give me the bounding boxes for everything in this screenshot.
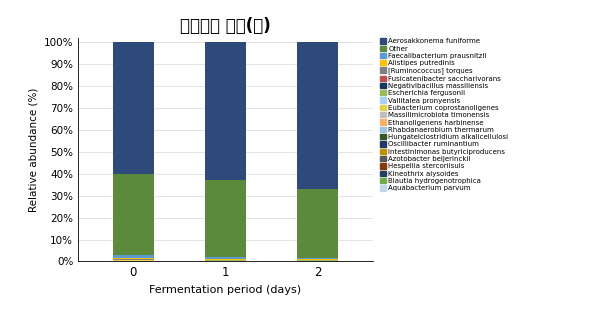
Bar [205,259,246,260]
Bar [297,42,338,189]
Bar [205,42,246,180]
X-axis label: Fermentation period (days): Fermentation period (days) [149,285,302,295]
Title: 복분자주 세균(종): 복분자주 세균(종) [180,17,270,35]
Bar [112,258,154,259]
Legend: Aerosakkonema funiforme, Other, Faecalibacterium prausnitzii, Alistipes putredin: Aerosakkonema funiforme, Other, Faecalib… [379,37,510,193]
Bar [112,259,154,260]
Bar [205,180,246,257]
Bar [297,258,338,259]
Y-axis label: Relative abundance (%): Relative abundance (%) [28,88,38,212]
Bar [112,255,154,258]
Bar [297,189,338,258]
Bar [205,257,246,259]
Bar [297,259,338,260]
Bar [112,42,154,174]
Bar [112,174,154,255]
